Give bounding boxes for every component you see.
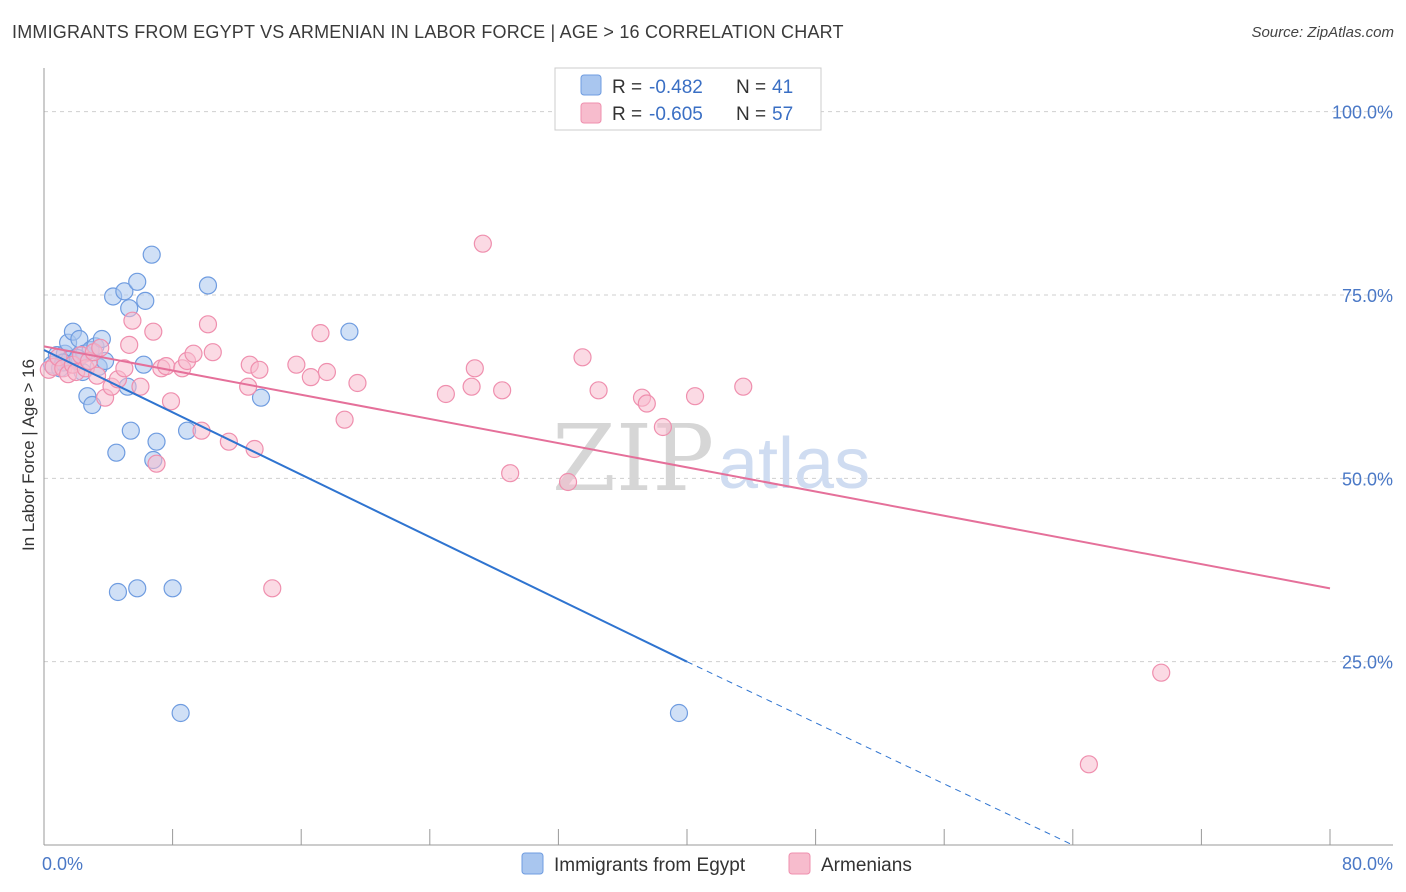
bottom-legend-label-armenian: Armenians	[821, 855, 912, 876]
armenian-point-51	[589, 381, 608, 400]
armenian-point-37	[287, 355, 306, 374]
armenian-point-57	[1079, 755, 1098, 774]
legend-n-value-egypt: 41	[772, 77, 793, 98]
bottom-legend-swatch-egypt	[521, 852, 544, 875]
bottom-legend-swatch-armenian	[788, 852, 811, 875]
armenian-point-47	[493, 381, 512, 400]
armenian-point-49	[558, 472, 578, 492]
legend-r-value-egypt: -0.482	[649, 77, 703, 98]
armenian-point-41	[335, 410, 354, 429]
series-legend: Immigrants from Egypt Armenians	[521, 852, 912, 876]
legend-r-value-armenian: -0.605	[649, 104, 703, 125]
legend-n-value-armenian: 57	[772, 104, 793, 125]
armenian-point-53	[637, 394, 656, 413]
egypt-point-31	[147, 432, 166, 451]
trendline-egypt	[43, 349, 688, 663]
series-armenians	[39, 234, 1171, 774]
armenian-point-38	[301, 368, 320, 387]
trendlines	[43, 345, 1331, 846]
watermark-atlas: atlas	[718, 424, 870, 504]
legend-n-label-egypt: N =	[736, 77, 766, 98]
armenian-point-28	[192, 421, 211, 440]
egypt-point-36	[251, 388, 271, 407]
armenian-point-40	[317, 362, 337, 382]
legend-swatch-egypt	[580, 74, 602, 96]
egypt-point-25	[128, 579, 147, 598]
armenian-point-50	[573, 348, 592, 367]
egypt-point-29	[142, 245, 161, 264]
x-tick-label-min: 0.0%	[42, 854, 83, 874]
armenian-point-46	[473, 234, 492, 253]
watermark-zip: ZIP	[552, 405, 714, 512]
axes	[43, 68, 1393, 846]
egypt-point-24	[121, 421, 140, 440]
armenian-point-16	[115, 359, 134, 378]
bottom-legend-label-egypt: Immigrants from Egypt	[554, 855, 746, 876]
egypt-point-32	[163, 579, 182, 598]
y-tick-label-75: 75.0%	[1342, 286, 1393, 306]
armenian-point-30	[203, 343, 222, 362]
egypt-point-26	[128, 272, 147, 291]
armenian-point-55	[685, 387, 705, 406]
armenian-point-24	[161, 392, 181, 411]
egypt-point-38	[669, 703, 689, 723]
egypt-point-37	[340, 322, 359, 341]
source-credit: Source: ZipAtlas.com	[1251, 24, 1394, 41]
y-tick-labels: 25.0% 50.0% 75.0% 100.0%	[1332, 103, 1393, 673]
y-tick-label-25: 25.0%	[1342, 653, 1393, 673]
armenian-point-23	[157, 357, 176, 376]
stats-legend: R = -0.482 N = 41 R = -0.605 N = 57	[554, 67, 822, 131]
armenian-point-43	[436, 384, 455, 404]
legend-r-label-egypt: R =	[612, 77, 642, 98]
x-tick-label-max: 80.0%	[1342, 854, 1393, 874]
egypt-point-33	[171, 703, 190, 723]
trendline-armenian	[43, 345, 1331, 590]
egypt-point-21	[115, 282, 134, 301]
y-tick-label-100: 100.0%	[1332, 103, 1393, 123]
trendline-egypt-extrapolated	[686, 661, 1074, 846]
y-axis-title: In Labor Force | Age > 16	[19, 359, 38, 551]
armenian-point-18	[123, 311, 142, 330]
legend-r-label-armenian: R =	[612, 104, 642, 125]
legend-n-label-armenian: N =	[736, 104, 766, 125]
armenian-point-54	[653, 417, 672, 437]
egypt-point-28	[136, 291, 155, 310]
armenian-point-56	[734, 377, 753, 396]
armenian-point-29	[198, 315, 218, 334]
armenian-point-21	[147, 454, 166, 473]
armenian-point-44	[462, 377, 481, 396]
armenian-point-12	[91, 338, 110, 357]
armenian-point-35	[250, 360, 269, 379]
armenian-point-27	[184, 344, 203, 363]
armenian-point-48	[501, 464, 520, 483]
armenian-point-45	[465, 359, 484, 378]
armenian-point-19	[131, 377, 150, 396]
armenian-point-17	[120, 335, 139, 354]
armenian-point-20	[144, 322, 163, 341]
chart-title: IMMIGRANTS FROM EGYPT VS ARMENIAN IN LAB…	[12, 22, 844, 42]
y-tick-label-50: 50.0%	[1342, 469, 1393, 489]
armenian-point-39	[311, 324, 330, 343]
armenian-point-42	[348, 373, 367, 393]
egypt-point-35	[198, 276, 218, 295]
egypt-point-20	[108, 582, 128, 602]
legend-swatch-armenian	[580, 102, 602, 124]
egypt-point-19	[107, 443, 126, 462]
armenian-point-36	[263, 579, 282, 598]
armenian-point-58	[1152, 663, 1171, 682]
